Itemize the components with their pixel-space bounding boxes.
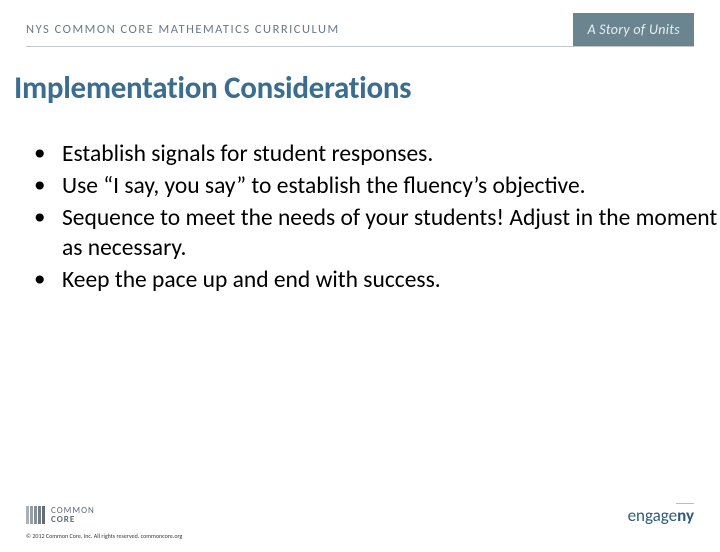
engage-ny-logo: engageny <box>628 505 694 526</box>
logo-text: COMMON CORE <box>51 506 95 524</box>
logo-bars-icon <box>26 506 45 524</box>
engage-part1: engage <box>628 505 678 526</box>
common-core-logo: COMMON CORE <box>26 506 95 524</box>
list-item: Establish signals for student responses. <box>26 139 720 169</box>
list-item: Keep the pace up and end with success. <box>26 265 720 295</box>
list-item: Sequence to meet the needs of your stude… <box>26 203 720 263</box>
copyright-text: © 2012 Common Core, Inc. All rights rese… <box>26 532 182 540</box>
bullet-list: Establish signals for student responses.… <box>26 139 720 295</box>
page-tick <box>676 503 694 504</box>
header-bar: NYS COMMON CORE MATHEMATICS CURRICULUM A… <box>26 12 694 46</box>
header-left-text: NYS COMMON CORE MATHEMATICS CURRICULUM <box>26 22 573 37</box>
footer: COMMON CORE © 2012 Common Core, Inc. All… <box>0 482 720 552</box>
logo-line2: CORE <box>51 515 95 524</box>
page-title: Implementation Considerations <box>14 69 720 107</box>
engage-part2: ny <box>677 505 694 526</box>
header-right-badge: A Story of Units <box>573 13 694 46</box>
header-divider <box>26 46 694 47</box>
list-item: Use “I say, you say” to establish the fl… <box>26 171 720 201</box>
